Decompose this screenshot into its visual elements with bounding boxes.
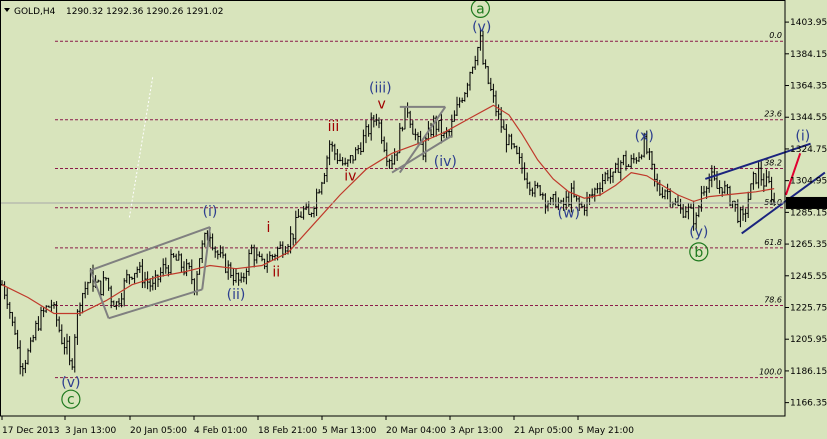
x-tick-label: 5 May 21:00	[578, 426, 634, 436]
channel-upper-line	[90, 226, 211, 272]
moving-average-line	[1, 104, 775, 315]
channel-left-line	[89, 269, 110, 319]
y-tick-label: 1324.75	[790, 145, 827, 155]
x-tick-label: 5 Mar 13:00	[322, 426, 377, 436]
guide-dotted-line	[128, 76, 154, 218]
wave-label: (i)	[795, 129, 810, 145]
fib-level-label: 0.0	[769, 31, 782, 40]
header-dropdown-icon[interactable]	[4, 8, 10, 12]
iv-lower-line	[391, 134, 453, 174]
x-tick-label: 18 Feb 21:00	[258, 426, 317, 436]
wave-circle	[61, 389, 81, 409]
plot-border	[0, 0, 786, 417]
current-price-marker	[786, 196, 827, 209]
wave-label: (v)	[472, 20, 491, 36]
y-tick-label: 1304.95	[790, 177, 827, 187]
fib-level-label: 38.2	[764, 159, 782, 168]
x-tick-label: 20 Mar 04:00	[386, 426, 446, 436]
wave-label: (iv)	[434, 154, 457, 170]
wave-label: (ii)	[227, 287, 246, 303]
y-tick-label: 1265.35	[790, 240, 827, 250]
x-tick-label: 20 Jan 05:00	[130, 426, 187, 436]
triangle-upper-line	[704, 142, 811, 180]
wave-label: iv	[344, 169, 356, 185]
channel-lower-line	[108, 288, 203, 320]
wave-label-a: a	[476, 1, 485, 17]
fib-level-label: 61.8	[764, 238, 782, 247]
projection-line	[784, 153, 802, 196]
wave-label: (x)	[635, 129, 654, 145]
wave-label: (i)	[203, 204, 218, 220]
x-tick-label: 21 Apr 05:00	[514, 426, 573, 436]
wave-circle	[470, 0, 490, 19]
wave-label: (w)	[558, 205, 580, 221]
ohlc-readout: 1290.32 1292.36 1290.26 1291.02	[66, 7, 223, 17]
y-tick-label: 1225.75	[790, 303, 827, 313]
wave-label-c: c	[67, 392, 75, 408]
y-tick-label: 1344.55	[790, 113, 827, 123]
y-tick-label: 1285.15	[790, 208, 827, 218]
fib-level-label: 50.0	[764, 198, 782, 207]
wave-label: iii	[328, 119, 340, 135]
y-tick-label: 1186.15	[790, 367, 827, 377]
wave-label: (y)	[689, 225, 708, 241]
y-tick-label: 1384.15	[790, 50, 827, 60]
y-tick-label: 1205.95	[790, 335, 827, 345]
iv-upper-line	[398, 106, 447, 174]
current-price-label: 1291.02	[789, 199, 826, 209]
y-tick-label: 1364.35	[790, 82, 827, 92]
wave-label: (iii)	[369, 80, 392, 96]
y-tick-label: 1245.55	[790, 272, 827, 282]
wave-label: (v)	[61, 375, 80, 391]
fib-level-label: 23.6	[764, 110, 782, 119]
symbol-label: GOLD,H4	[14, 7, 56, 17]
wave-label: ii	[272, 265, 280, 281]
wave-circle	[689, 242, 709, 262]
y-tick-label: 1403.95	[790, 18, 827, 28]
x-tick-label: 4 Feb 01:00	[194, 426, 248, 436]
y-tick-label: 1166.35	[790, 399, 827, 409]
x-tick-label: 3 Jan 13:00	[65, 426, 117, 436]
x-tick-label: 17 Dec 2013	[2, 426, 60, 436]
wave-label: i	[267, 220, 271, 236]
fib-level-label: 100.0	[759, 368, 782, 377]
wave-label-b: b	[694, 245, 703, 261]
x-tick-label: 3 Apr 13:00	[450, 426, 503, 436]
wave-label: v	[377, 97, 385, 113]
channel-right-line	[201, 226, 211, 290]
fib-level-label: 78.6	[764, 295, 782, 304]
